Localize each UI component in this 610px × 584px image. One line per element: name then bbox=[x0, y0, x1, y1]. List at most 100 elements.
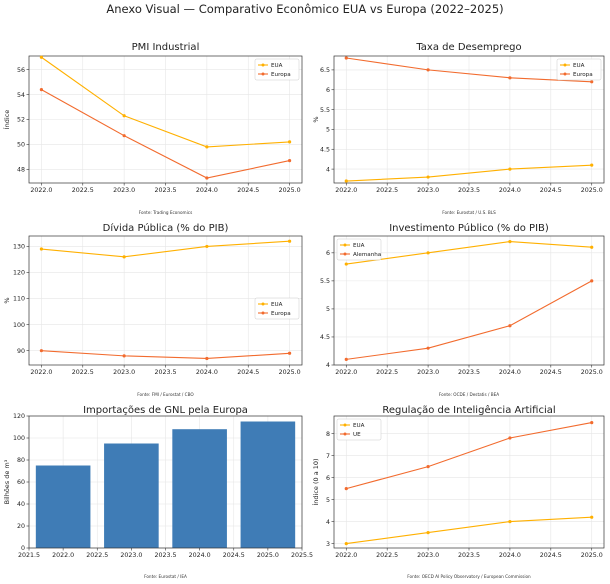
series-line-europa bbox=[41, 89, 290, 179]
data-point-eua bbox=[426, 531, 430, 535]
x-tick-label: 2022.5 bbox=[86, 552, 108, 559]
chart-source: Fonte: Eurostat / U.S. BLS bbox=[442, 210, 496, 215]
legend-label: EUA bbox=[353, 243, 365, 249]
x-tick-label: 2022.5 bbox=[376, 187, 398, 194]
y-tick-label: 8 bbox=[326, 431, 330, 438]
x-tick-label: 2025.0 bbox=[279, 369, 301, 376]
x-tick-label: 2024.0 bbox=[196, 369, 218, 376]
data-point-europa bbox=[205, 356, 209, 361]
y-tick-label: 48 bbox=[17, 167, 25, 174]
legend: EUA Europa bbox=[556, 58, 602, 81]
chart-panel-1: 2022.0 2022.5 2023.0 2023.5 2024.0 2024.5 2025… bbox=[2, 42, 303, 215]
chart-source: Fonte: OCDE / Destatis / BEA bbox=[439, 392, 499, 397]
y-tick-label: 56 bbox=[17, 67, 25, 74]
y-tick-label: 4 bbox=[326, 519, 330, 526]
y-tick-label: 100 bbox=[13, 322, 25, 329]
data-point-alemanha bbox=[426, 346, 430, 350]
data-point-europa bbox=[344, 56, 348, 60]
x-tick-label: 2022.5 bbox=[72, 369, 94, 376]
bar-2024 bbox=[172, 429, 227, 548]
y-tick-label: 60 bbox=[17, 479, 25, 486]
legend-marker bbox=[343, 423, 347, 427]
data-point-europa bbox=[39, 88, 44, 92]
legend-label: Europa bbox=[573, 72, 593, 78]
legend-marker bbox=[261, 72, 265, 76]
y-tick-label: 120 bbox=[13, 270, 25, 277]
y-tick-label: 120 bbox=[13, 413, 25, 420]
y-axis-label: Bilhões de m³ bbox=[3, 459, 11, 504]
bar-2023 bbox=[104, 443, 159, 548]
series-line-eua bbox=[41, 56, 290, 148]
legend-marker bbox=[343, 252, 347, 256]
y-tick-label: 4 bbox=[326, 362, 330, 369]
y-tick-label: 3 bbox=[326, 541, 330, 548]
x-tick-label: 2024.5 bbox=[237, 369, 259, 376]
x-tick-label: 2024.0 bbox=[196, 187, 218, 194]
data-point-europa bbox=[508, 76, 512, 80]
y-tick-label: 40 bbox=[17, 501, 25, 508]
y-tick-label: 80 bbox=[17, 457, 25, 464]
data-point-eua bbox=[39, 55, 44, 59]
y-tick-label: 54 bbox=[17, 92, 25, 99]
x-tick-label: 2023.0 bbox=[113, 369, 135, 376]
y-axis-label: % bbox=[3, 297, 11, 303]
x-tick-label: 2023.0 bbox=[113, 187, 135, 194]
data-point-eua bbox=[508, 167, 512, 171]
x-tick-label: 2025.0 bbox=[581, 369, 603, 376]
legend: EUA Alemanha bbox=[336, 238, 382, 261]
data-point-eua bbox=[590, 515, 594, 519]
x-tick-label: 2024.0 bbox=[189, 552, 211, 559]
x-tick-label: 2022.0 bbox=[30, 369, 52, 376]
data-point-eua bbox=[205, 244, 209, 249]
chart-source: Fonte: OECD AI Policy Observatory / Euro… bbox=[407, 574, 531, 579]
x-tick-label: 2025.0 bbox=[581, 187, 603, 194]
data-point-eua bbox=[426, 175, 430, 179]
y-tick-label: 4 bbox=[326, 166, 330, 173]
x-tick-label: 2022.5 bbox=[376, 369, 398, 376]
x-tick-label: 2023.5 bbox=[458, 552, 480, 559]
x-tick-label: 2025.5 bbox=[291, 552, 313, 559]
chart-title: Regulação de Inteligência Artificial bbox=[382, 404, 555, 416]
x-tick-label: 2025.0 bbox=[279, 187, 301, 194]
x-tick-label: 2023.5 bbox=[154, 552, 176, 559]
data-point-eua bbox=[344, 542, 348, 546]
x-tick-label: 2024.5 bbox=[540, 552, 562, 559]
y-tick-label: 5 bbox=[326, 306, 330, 313]
series-line-europa bbox=[41, 350, 290, 360]
data-point-eua bbox=[508, 520, 512, 524]
y-axis-label: % bbox=[312, 116, 320, 122]
legend-box bbox=[254, 58, 300, 81]
data-point-eua bbox=[590, 163, 594, 167]
x-tick-label: 2024.0 bbox=[499, 369, 521, 376]
data-point-eua bbox=[287, 239, 292, 243]
legend-marker bbox=[343, 432, 347, 436]
x-tick-label: 2022.0 bbox=[335, 369, 357, 376]
legend: EUA UE bbox=[336, 418, 382, 441]
x-tick-label: 2022.5 bbox=[72, 187, 94, 194]
y-axis-label: Índice (0 a 10) bbox=[311, 458, 320, 505]
x-tick-label: 2024.5 bbox=[540, 369, 562, 376]
data-point-eua bbox=[205, 145, 209, 149]
y-tick-label: 110 bbox=[13, 296, 25, 303]
legend-marker bbox=[563, 63, 567, 67]
y-tick-label: 6.5 bbox=[320, 67, 330, 74]
main-title: Anexo Visual — Comparativo Econômico EUA… bbox=[106, 2, 504, 16]
chart-title: Dívida Pública (% do PIB) bbox=[103, 222, 229, 234]
x-tick-label: 2022.5 bbox=[376, 552, 398, 559]
data-point-europa bbox=[205, 176, 209, 180]
x-tick-label: 2023.0 bbox=[120, 552, 142, 559]
y-tick-label: 52 bbox=[17, 117, 25, 124]
legend-marker bbox=[343, 243, 347, 247]
legend-box bbox=[336, 418, 382, 441]
data-point-europa bbox=[426, 68, 430, 72]
data-point-eua bbox=[426, 251, 430, 255]
legend-label: Alemanha bbox=[353, 252, 381, 258]
series-line-europa bbox=[346, 57, 592, 83]
x-tick-label: 2021.5 bbox=[18, 552, 40, 559]
legend: EUA Europa bbox=[254, 58, 300, 81]
y-tick-label: 7 bbox=[326, 453, 330, 460]
y-tick-label: 50 bbox=[17, 142, 25, 149]
legend-marker bbox=[261, 311, 265, 315]
data-point-europa bbox=[122, 354, 126, 358]
